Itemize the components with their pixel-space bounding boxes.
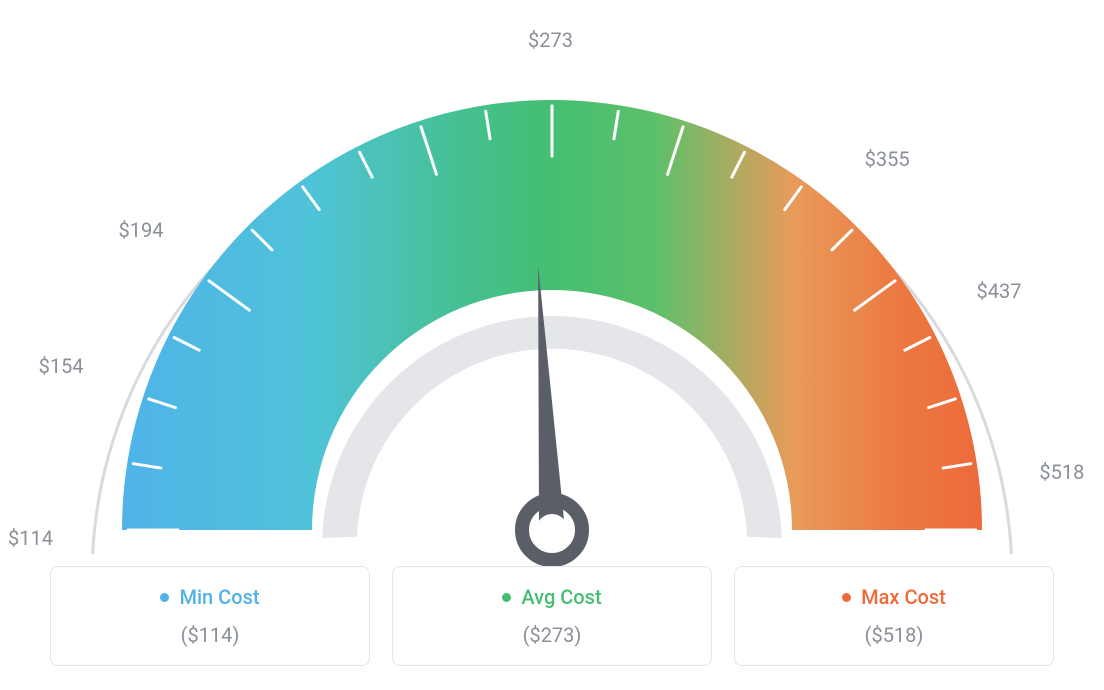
gauge-tick-label: $154 <box>39 354 84 378</box>
legend-label: Min Cost <box>179 585 259 609</box>
legend-value: ($114) <box>61 623 359 647</box>
gauge-tick-label: $355 <box>865 147 910 171</box>
dot-icon <box>842 593 851 602</box>
dot-icon <box>502 593 511 602</box>
legend-value: ($273) <box>403 623 701 647</box>
gauge-tick-label: $273 <box>528 28 573 52</box>
gauge-svg <box>42 20 1062 580</box>
legend-title-max: Max Cost <box>842 585 946 609</box>
gauge-tick-label: $114 <box>8 526 53 550</box>
legend-title-avg: Avg Cost <box>502 585 601 609</box>
legend-title-min: Min Cost <box>160 585 259 609</box>
legend-value: ($518) <box>745 623 1043 647</box>
legend-label: Avg Cost <box>521 585 601 609</box>
legend-card-max: Max Cost ($518) <box>734 566 1054 666</box>
legend-label: Max Cost <box>861 585 946 609</box>
gauge-tick-label: $194 <box>118 218 163 242</box>
gauge-chart: $114 $154 $194 $273 $355 $437 $518 <box>0 0 1104 560</box>
legend-card-avg: Avg Cost ($273) <box>392 566 712 666</box>
gauge-tick-label: $437 <box>976 279 1021 303</box>
dot-icon <box>160 593 169 602</box>
legend-row: Min Cost ($114) Avg Cost ($273) Max Cost… <box>0 566 1104 666</box>
gauge-tick-label: $518 <box>1039 460 1084 484</box>
legend-card-min: Min Cost ($114) <box>50 566 370 666</box>
